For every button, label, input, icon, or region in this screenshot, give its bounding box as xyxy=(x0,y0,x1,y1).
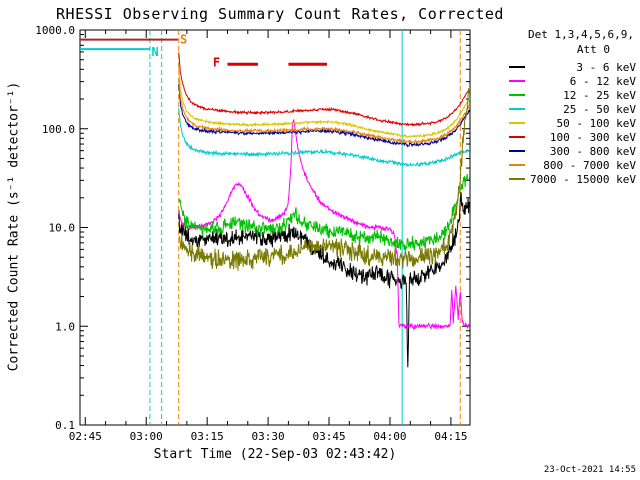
flag-label-s: S xyxy=(180,33,187,47)
legend-entry-2: 12 - 25 keV xyxy=(504,88,636,102)
svg-text:04:00: 04:00 xyxy=(373,430,406,443)
legend-header-attenuator: Att 0 xyxy=(576,43,610,56)
legend-swatch xyxy=(509,94,525,96)
legend-label: 800 - 7000 keV xyxy=(543,158,636,172)
svg-text:10.0: 10.0 xyxy=(49,222,76,235)
series-3-6keV xyxy=(178,192,470,368)
svg-text:03:15: 03:15 xyxy=(191,430,224,443)
legend-swatch xyxy=(509,178,525,180)
svg-text:02:45: 02:45 xyxy=(69,430,102,443)
legend-swatch xyxy=(509,108,525,110)
event-vlines xyxy=(149,30,461,425)
legend-label: 100 - 300 keV xyxy=(549,130,636,144)
legend-entry-4: 50 - 100 keV xyxy=(504,116,636,130)
flag-bars: N S F xyxy=(80,33,327,69)
svg-text:04:15: 04:15 xyxy=(434,430,467,443)
svg-text:03:00: 03:00 xyxy=(130,430,163,443)
legend-entry-1: 6 - 12 keV xyxy=(504,74,636,88)
legend-swatch xyxy=(509,122,525,124)
legend-label: 6 - 12 keV xyxy=(569,74,636,88)
svg-text:1.0: 1.0 xyxy=(55,320,75,333)
axes xyxy=(79,29,471,426)
series-7000-15000keV xyxy=(178,87,470,271)
x-axis-label: Start Time (22-Sep-03 02:43:42) xyxy=(153,447,397,462)
legend-swatch xyxy=(509,150,525,152)
legend-label: 7000 - 15000 keV xyxy=(530,172,636,186)
svg-text:03:45: 03:45 xyxy=(312,430,345,443)
legend-entry-6: 300 - 800 keV xyxy=(504,144,636,158)
series-12-25keV xyxy=(178,173,470,251)
y-axis-label: Corrected Count Rate (s⁻¹ detector⁻¹) xyxy=(6,81,22,372)
series-6-12keV xyxy=(178,119,470,331)
legend-label: 300 - 800 keV xyxy=(549,144,636,158)
creation-timestamp: 23-Oct-2021 14:55 xyxy=(543,465,636,475)
legend-swatch xyxy=(509,80,525,82)
legend-entry-8: 7000 - 15000 keV xyxy=(504,172,636,186)
legend-label: 3 - 6 keV xyxy=(576,60,636,74)
legend-swatch xyxy=(509,164,525,166)
svg-text:100.0: 100.0 xyxy=(42,123,75,136)
legend-entry-7: 800 - 7000 keV xyxy=(504,158,636,172)
series-50-100keV xyxy=(178,66,470,139)
legend: Det 1,3,4,5,6,9, Att 0 3 - 6 keV 6 - 12 k… xyxy=(504,28,636,186)
flag-label-n: N xyxy=(152,45,159,59)
legend-entries: 3 - 6 keV 6 - 12 keV 12 - 25 keV 25 - 50 ke… xyxy=(504,60,636,186)
svg-text:03:30: 03:30 xyxy=(252,430,285,443)
legend-entry-5: 100 - 300 keV xyxy=(504,130,636,144)
legend-label: 25 - 50 keV xyxy=(563,102,636,116)
series-25-50keV xyxy=(178,108,470,168)
series-800-7000keV xyxy=(178,77,470,145)
svg-text:1000.0: 1000.0 xyxy=(35,24,75,37)
legend-entry-0: 3 - 6 keV xyxy=(504,60,636,74)
series-300-800keV xyxy=(178,83,470,148)
legend-entry-3: 25 - 50 keV xyxy=(504,102,636,116)
legend-label: 50 - 100 keV xyxy=(556,116,636,130)
legend-swatch xyxy=(509,66,525,68)
legend-header-detectors: Det 1,3,4,5,6,9, xyxy=(528,28,634,41)
chart-title: RHESSI Observing Summary Count Rates, Co… xyxy=(56,5,504,23)
legend-swatch xyxy=(509,136,525,138)
svg-text:0.1: 0.1 xyxy=(55,419,75,432)
series-100-300keV xyxy=(178,52,470,127)
flag-label-f: F xyxy=(213,55,220,69)
legend-label: 12 - 25 keV xyxy=(563,88,636,102)
data-series xyxy=(178,52,470,368)
tick-labels: 02:45 03:00 03:15 03:30 03:45 04:00 04:15 0.1 1.… xyxy=(35,24,467,443)
